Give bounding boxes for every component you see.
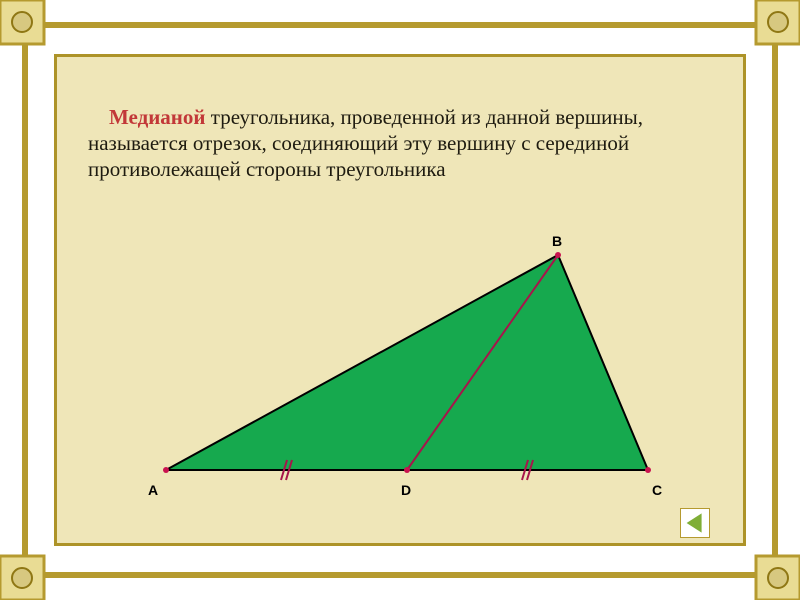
vertex-label-d: D — [401, 482, 411, 498]
definition-term: Медианой — [109, 105, 206, 129]
vertex-label-b: B — [552, 233, 562, 249]
back-button[interactable] — [680, 508, 710, 538]
slide: Медианой треугольника, проведенной из да… — [0, 0, 800, 600]
back-arrow-icon — [680, 508, 710, 538]
vertex-label-a: A — [148, 482, 158, 498]
definition-text: Медианой треугольника, проведенной из да… — [88, 78, 708, 208]
vertex-label-c: C — [652, 482, 662, 498]
